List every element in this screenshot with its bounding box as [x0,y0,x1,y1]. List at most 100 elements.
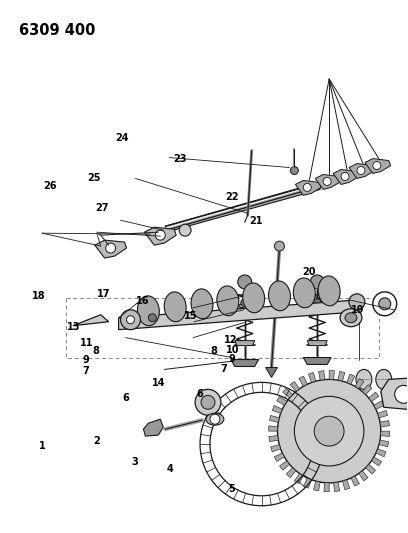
Circle shape [321,423,337,439]
Text: 7: 7 [220,365,227,374]
Polygon shape [271,445,281,452]
Polygon shape [347,374,355,384]
Text: 3: 3 [132,457,138,466]
Text: 5: 5 [228,484,235,494]
Circle shape [349,294,365,310]
Polygon shape [165,183,320,232]
Ellipse shape [206,413,224,425]
Ellipse shape [293,278,315,308]
Polygon shape [313,481,320,491]
Polygon shape [279,461,290,470]
Polygon shape [95,240,126,258]
Circle shape [314,416,344,446]
Text: 14: 14 [152,378,165,388]
Polygon shape [304,478,311,488]
Ellipse shape [376,369,392,389]
Ellipse shape [137,296,160,326]
Text: 25: 25 [87,173,100,183]
Polygon shape [144,419,163,436]
Circle shape [210,414,220,424]
Text: 9: 9 [82,355,89,365]
Text: 27: 27 [95,203,109,213]
Text: 6: 6 [123,393,130,403]
Polygon shape [349,164,375,179]
Polygon shape [380,421,390,426]
Polygon shape [338,372,345,381]
Circle shape [275,241,284,251]
Circle shape [310,275,324,289]
Circle shape [277,379,381,483]
Polygon shape [359,471,368,481]
Circle shape [179,224,191,236]
Polygon shape [351,476,359,486]
Polygon shape [371,457,381,466]
Polygon shape [381,431,390,437]
Circle shape [106,243,115,253]
Ellipse shape [345,313,357,322]
Polygon shape [329,370,335,379]
Circle shape [149,314,156,322]
Text: 17: 17 [97,289,110,299]
Text: 7: 7 [82,367,89,376]
Polygon shape [274,453,284,462]
Polygon shape [381,377,408,409]
Polygon shape [272,406,282,414]
Circle shape [195,389,221,415]
Polygon shape [295,473,303,483]
Text: 9: 9 [228,354,235,364]
Polygon shape [366,464,375,474]
Polygon shape [378,410,388,418]
Ellipse shape [356,369,372,389]
Ellipse shape [318,276,340,306]
Text: 16: 16 [135,296,149,306]
Polygon shape [269,415,279,422]
Polygon shape [362,385,372,394]
Text: 11: 11 [80,338,93,349]
Polygon shape [307,341,327,345]
Text: 21: 21 [249,216,263,227]
Ellipse shape [340,309,362,327]
Ellipse shape [191,289,213,319]
Text: 13: 13 [67,322,80,332]
Polygon shape [119,300,359,330]
Polygon shape [365,158,391,173]
Text: 22: 22 [226,191,239,201]
Text: 15: 15 [184,311,198,321]
Polygon shape [73,315,109,326]
Polygon shape [308,373,316,383]
Text: 23: 23 [173,155,186,164]
Polygon shape [303,358,331,365]
Circle shape [379,298,391,310]
Polygon shape [379,440,389,447]
Text: 8: 8 [211,346,217,357]
Polygon shape [144,227,176,245]
Polygon shape [334,482,340,491]
Circle shape [241,299,249,307]
Circle shape [155,230,165,240]
Text: 1: 1 [38,441,45,451]
Circle shape [395,385,408,403]
Polygon shape [342,480,350,490]
Text: 8: 8 [92,346,99,357]
Polygon shape [295,181,321,196]
Polygon shape [324,483,329,492]
Text: 10: 10 [226,345,240,356]
Ellipse shape [164,292,186,322]
Circle shape [295,397,364,466]
Text: 19: 19 [351,305,365,315]
Text: 4: 4 [166,464,173,474]
Polygon shape [277,397,287,405]
Text: 2: 2 [93,437,100,447]
Circle shape [323,177,331,185]
Polygon shape [235,341,255,345]
Polygon shape [355,378,364,389]
Circle shape [303,183,311,191]
Circle shape [373,292,397,316]
Text: 20: 20 [302,267,315,277]
Circle shape [341,173,349,181]
Polygon shape [333,169,359,184]
Circle shape [121,310,140,330]
Polygon shape [374,401,384,409]
Polygon shape [283,388,293,398]
Polygon shape [266,367,277,377]
